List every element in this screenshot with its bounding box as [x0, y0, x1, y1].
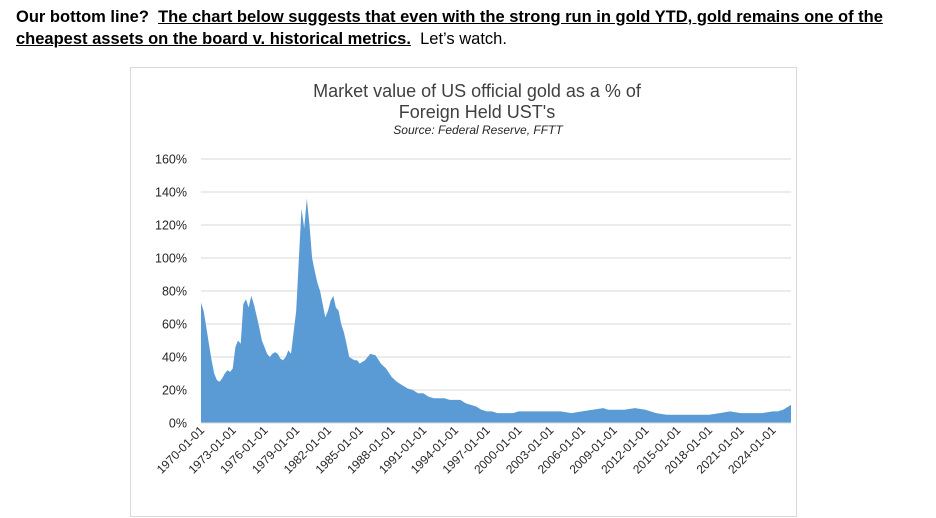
chart-title-line2: Foreign Held UST's	[399, 102, 556, 122]
y-tick-label: 120%	[155, 219, 187, 233]
intro-paragraph: Our bottom line? The chart below suggest…	[16, 6, 921, 50]
chart-subtitle: Source: Federal Reserve, FFTT	[393, 123, 564, 137]
plot-area	[201, 198, 791, 423]
y-tick-label: 60%	[162, 318, 187, 332]
chart-svg: Market value of US official gold as a % …	[154, 81, 791, 477]
y-axis: 0% 20% 40% 60% 80% 100% 120% 140% 160%	[155, 153, 187, 431]
chart-frame: Market value of US official gold as a % …	[130, 67, 797, 517]
y-tick-label: 80%	[162, 285, 187, 299]
intro-lead: Our bottom line?	[16, 8, 149, 26]
x-axis: 1970-01-011973-01-011976-01-011979-01-01…	[154, 422, 791, 477]
y-tick-label: 100%	[155, 252, 187, 266]
y-tick-label: 0%	[169, 417, 187, 431]
y-tick-label: 160%	[155, 153, 187, 167]
area-series	[201, 198, 791, 423]
y-tick-label: 140%	[155, 186, 187, 200]
y-tick-label: 40%	[162, 351, 187, 365]
chart-title-line1: Market value of US official gold as a % …	[313, 81, 642, 101]
intro-claim: The chart below suggests that even with …	[16, 8, 883, 48]
y-tick-label: 20%	[162, 384, 187, 398]
intro-tail: Let’s watch.	[420, 30, 507, 48]
